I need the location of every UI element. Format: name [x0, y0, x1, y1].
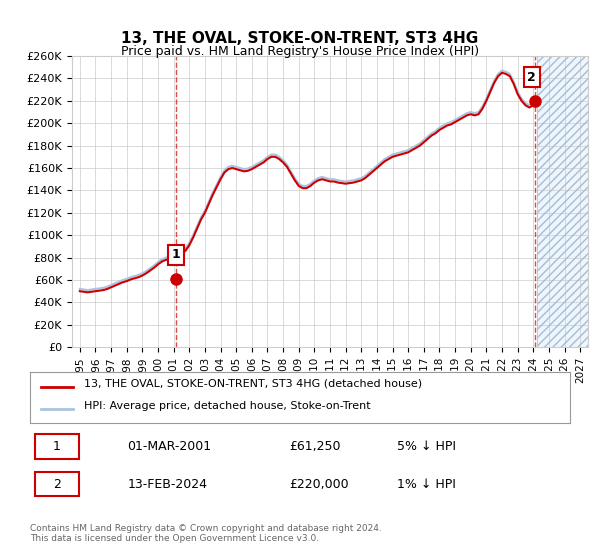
FancyBboxPatch shape [35, 472, 79, 496]
Text: HPI: Average price, detached house, Stoke-on-Trent: HPI: Average price, detached house, Stok… [84, 401, 371, 410]
Text: 1: 1 [172, 249, 181, 262]
Text: 13-FEB-2024: 13-FEB-2024 [127, 478, 207, 491]
FancyBboxPatch shape [35, 435, 79, 459]
Text: 1% ↓ HPI: 1% ↓ HPI [397, 478, 456, 491]
Text: 2: 2 [53, 478, 61, 491]
Text: 5% ↓ HPI: 5% ↓ HPI [397, 440, 456, 453]
Text: £220,000: £220,000 [289, 478, 349, 491]
Text: Contains HM Land Registry data © Crown copyright and database right 2024.
This d: Contains HM Land Registry data © Crown c… [30, 524, 382, 543]
Text: Price paid vs. HM Land Registry's House Price Index (HPI): Price paid vs. HM Land Registry's House … [121, 45, 479, 58]
Text: 13, THE OVAL, STOKE-ON-TRENT, ST3 4HG: 13, THE OVAL, STOKE-ON-TRENT, ST3 4HG [121, 31, 479, 46]
Text: 13, THE OVAL, STOKE-ON-TRENT, ST3 4HG (detached house): 13, THE OVAL, STOKE-ON-TRENT, ST3 4HG (d… [84, 379, 422, 389]
Text: 1: 1 [53, 440, 61, 453]
Text: 2: 2 [527, 71, 536, 83]
Text: 01-MAR-2001: 01-MAR-2001 [127, 440, 211, 453]
Text: £61,250: £61,250 [289, 440, 341, 453]
